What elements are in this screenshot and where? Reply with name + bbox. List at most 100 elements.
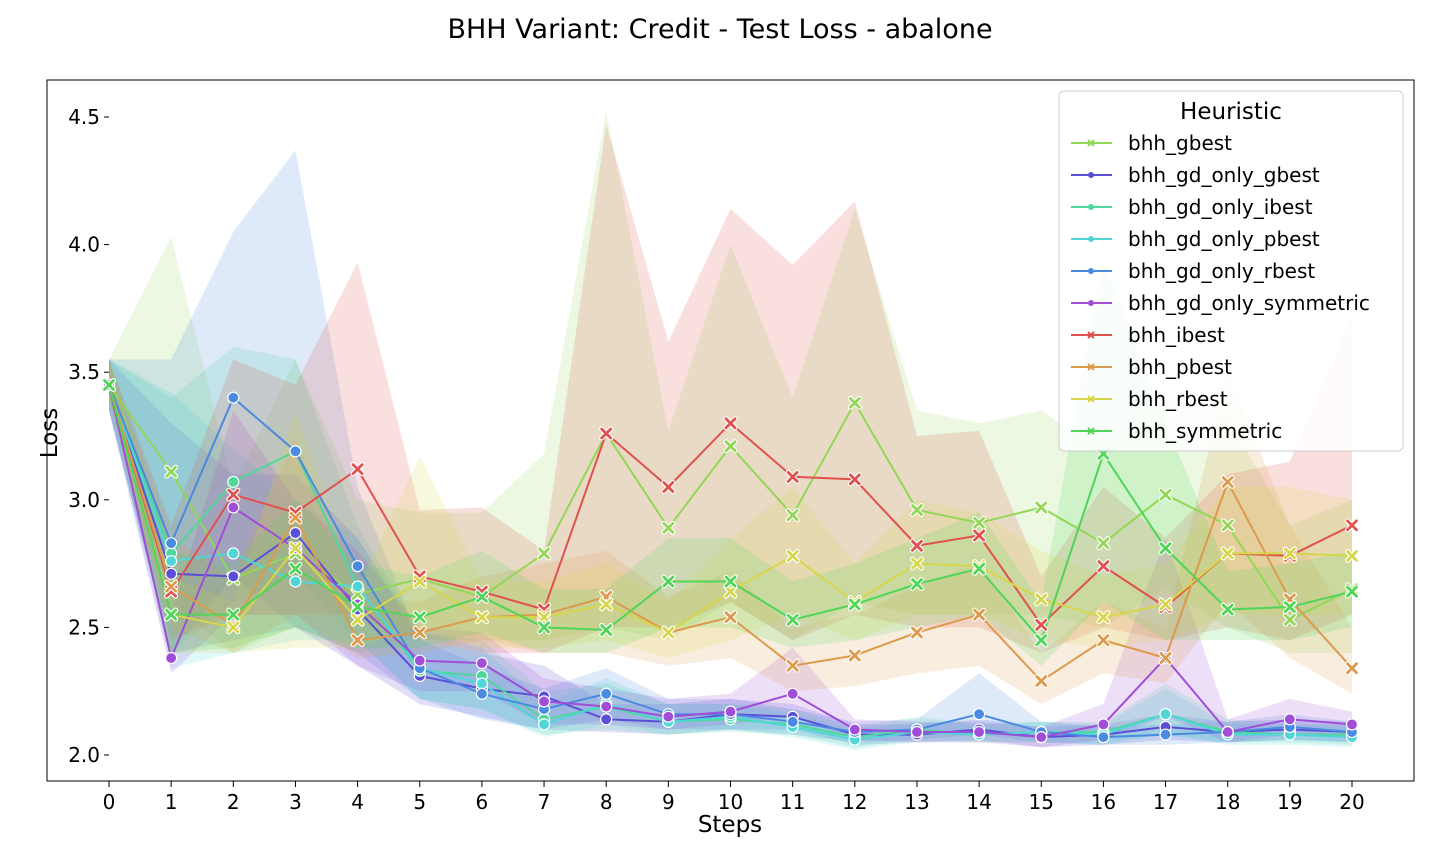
x-axis-label: Steps bbox=[698, 812, 762, 838]
data-point-bhh_pbest-12 bbox=[847, 648, 862, 663]
legend-label: bhh_symmetric bbox=[1128, 419, 1282, 443]
data-point-bhh_gd_only_rbest-14 bbox=[972, 708, 986, 721]
data-point-bhh_pbest-11 bbox=[785, 658, 800, 673]
data-point-bhh_symmetric-6 bbox=[474, 589, 489, 604]
data-point-bhh_symmetric-17 bbox=[1158, 541, 1173, 556]
confidence-band-bhh_gd_only_gbest bbox=[109, 359, 1352, 748]
y-tick-label: 2.0 bbox=[68, 743, 100, 767]
x-tick-label: 9 bbox=[662, 790, 675, 814]
data-point-bhh_rbest-20 bbox=[1345, 548, 1359, 563]
data-point-bhh_pbest-1 bbox=[164, 579, 179, 594]
legend-item-bhh_gd_only_pbest: bhh_gd_only_pbest bbox=[1071, 227, 1320, 251]
data-point-bhh_pbest-20 bbox=[1345, 661, 1359, 676]
data-point-bhh_gd_only_pbest-4 bbox=[351, 580, 364, 593]
y-tick-label: 4.5 bbox=[68, 105, 100, 129]
data-point-bhh_gd_only_symmetric-18 bbox=[1221, 725, 1234, 739]
y-tick-label: 4.0 bbox=[68, 233, 100, 257]
data-point-bhh_gbest-16 bbox=[1096, 536, 1111, 551]
data-point-bhh_ibest-15 bbox=[1034, 617, 1049, 632]
data-point-bhh_symmetric-20 bbox=[1345, 584, 1359, 599]
data-point-bhh_gd_only_pbest-1 bbox=[165, 554, 178, 568]
chart-title: BHH Variant: Credit - Test Loss - abalon… bbox=[447, 14, 992, 45]
x-tick-label: 1 bbox=[165, 790, 178, 814]
data-point-bhh_gd_only_rbest-17 bbox=[1159, 728, 1172, 741]
data-point-bhh_rbest-16 bbox=[1096, 610, 1111, 625]
data-point-bhh_gd_only_rbest-8 bbox=[600, 687, 613, 700]
data-point-bhh_ibest-8 bbox=[599, 426, 614, 441]
legend-item-bhh_gd_only_gbest: bhh_gd_only_gbest bbox=[1071, 163, 1320, 187]
x-tick-label: 13 bbox=[904, 790, 929, 814]
data-point-bhh_pbest-4 bbox=[350, 633, 365, 648]
data-point-bhh_gd_only_symmetric-10 bbox=[724, 705, 737, 718]
confidence-band-bhh_gbest bbox=[109, 111, 1352, 653]
data-point-bhh_pbest-3 bbox=[288, 510, 303, 525]
data-point-bhh_gbest-17 bbox=[1158, 487, 1173, 502]
data-point-bhh_ibest-2 bbox=[226, 487, 241, 502]
data-point-bhh_rbest-13 bbox=[909, 556, 924, 571]
data-point-bhh_gbest-7 bbox=[537, 546, 552, 561]
data-point-bhh_gd_only_pbest-17 bbox=[1159, 708, 1172, 721]
legend-marker-swatch bbox=[1088, 172, 1094, 178]
data-point-bhh_gd_only_gbest-3 bbox=[289, 526, 302, 540]
legend-label: bhh_gd_only_symmetric bbox=[1128, 291, 1370, 315]
data-point-bhh_symmetric-9 bbox=[661, 574, 676, 589]
data-point-bhh_symmetric-2 bbox=[226, 607, 241, 622]
legend-label: bhh_ibest bbox=[1128, 323, 1225, 347]
x-tick-label: 12 bbox=[842, 790, 867, 814]
data-point-bhh_gbest-12 bbox=[847, 395, 862, 410]
series-markers bbox=[102, 377, 1359, 746]
legend-marker-swatch bbox=[1087, 395, 1095, 403]
data-point-bhh_rbest-9 bbox=[661, 625, 676, 640]
legend-item-bhh_gd_only_rbest: bhh_gd_only_rbest bbox=[1071, 259, 1315, 283]
data-point-bhh_ibest-12 bbox=[847, 472, 862, 487]
legend-item-bhh_pbest: bhh_pbest bbox=[1071, 355, 1232, 379]
x-tick-label: 19 bbox=[1277, 790, 1302, 814]
data-point-bhh_ibest-9 bbox=[661, 480, 676, 495]
legend-item-bhh_gbest: bhh_gbest bbox=[1071, 131, 1232, 155]
x-tick-label: 14 bbox=[966, 790, 991, 814]
legend-marker-swatch bbox=[1088, 204, 1094, 210]
data-point-bhh_gd_only_pbest-3 bbox=[289, 575, 302, 588]
data-point-bhh_ibest-16 bbox=[1096, 559, 1111, 574]
legend-label: bhh_gd_only_rbest bbox=[1128, 259, 1315, 283]
data-point-bhh_gbest-9 bbox=[661, 520, 676, 535]
data-point-bhh_gd_only_rbest-2 bbox=[227, 391, 240, 404]
x-tick-label: 2 bbox=[227, 790, 240, 814]
data-point-bhh_rbest-10 bbox=[723, 584, 738, 599]
legend-label: bhh_gd_only_gbest bbox=[1128, 163, 1320, 187]
data-point-bhh_gd_only_symmetric-12 bbox=[848, 723, 861, 736]
x-tick-label: 17 bbox=[1153, 790, 1178, 814]
data-point-bhh_gd_only_symmetric-13 bbox=[910, 725, 924, 739]
legend-label: bhh_gd_only_pbest bbox=[1128, 227, 1320, 251]
data-point-bhh_rbest-17 bbox=[1158, 597, 1173, 612]
data-point-bhh_symmetric-13 bbox=[909, 577, 924, 592]
data-point-bhh_pbest-17 bbox=[1158, 651, 1173, 666]
confidence-band-bhh_gd_only_pbest bbox=[109, 359, 1352, 750]
data-point-bhh_gbest-11 bbox=[785, 508, 800, 523]
data-point-bhh_rbest-18 bbox=[1220, 546, 1235, 561]
data-point-bhh_gd_only_rbest-3 bbox=[289, 445, 302, 458]
legend-marker-swatch bbox=[1088, 236, 1094, 242]
x-tick-label: 0 bbox=[103, 790, 116, 814]
data-point-bhh_gd_only_symmetric-2 bbox=[227, 501, 240, 514]
data-point-bhh_gd_only_rbest-4 bbox=[351, 560, 364, 573]
data-point-bhh_symmetric-18 bbox=[1220, 602, 1235, 617]
data-point-bhh_symmetric-19 bbox=[1282, 599, 1297, 614]
y-tick-label: 3.0 bbox=[68, 488, 100, 512]
legend-title: Heuristic bbox=[1180, 99, 1282, 125]
data-point-bhh_gd_only_pbest-6 bbox=[475, 677, 488, 690]
data-point-bhh_ibest-20 bbox=[1345, 518, 1359, 533]
data-point-bhh_gbest-13 bbox=[909, 503, 924, 518]
data-point-bhh_gd_only_symmetric-8 bbox=[600, 700, 613, 713]
data-point-bhh_gd_only_rbest-11 bbox=[786, 715, 799, 728]
data-point-bhh_gbest-10 bbox=[723, 439, 738, 454]
y-axis-ticks: 2.0 2.5 3.0 3.5 4.0 4.5 bbox=[68, 105, 109, 767]
data-point-bhh_rbest-7 bbox=[537, 610, 552, 625]
legend-label: bhh_pbest bbox=[1128, 355, 1232, 379]
data-point-bhh_symmetric-8 bbox=[599, 622, 614, 637]
data-point-bhh_gd_only_symmetric-16 bbox=[1097, 718, 1110, 731]
confidence-band-bhh_gd_only_ibest bbox=[109, 346, 1352, 748]
confidence-band-bhh_gd_only_symmetric bbox=[109, 359, 1352, 748]
data-point-bhh_gd_only_pbest-2 bbox=[227, 547, 240, 560]
data-point-bhh_gd_only_symmetric-20 bbox=[1345, 718, 1359, 731]
